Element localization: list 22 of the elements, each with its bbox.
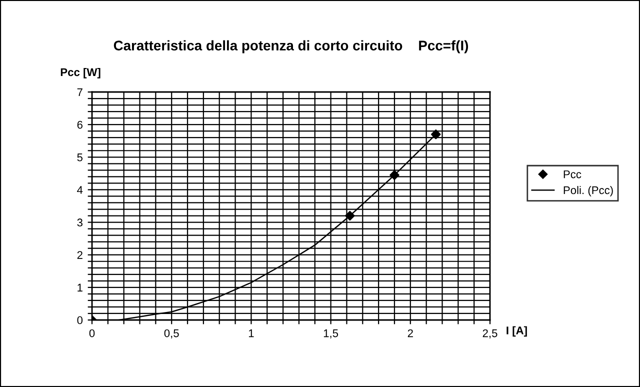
chart-title: Caratteristica della potenza di corto circuito Pcc=f(I)	[114, 40, 468, 54]
point	[390, 170, 400, 180]
legend-label: Poli. (Pcc)	[564, 186, 613, 196]
y-tick-label: 2	[77, 251, 82, 259]
y-tick-label: 5	[77, 154, 83, 162]
y-tick-label: 3	[77, 218, 82, 226]
y-tick-label: 1	[78, 284, 82, 292]
y-tick-label: 7	[77, 88, 82, 96]
point	[431, 129, 441, 140]
x-tick-label: 0	[89, 329, 95, 338]
x-tick-label: 1	[248, 329, 254, 338]
y-tick-label: 4	[77, 186, 83, 194]
legend-label: Pcc	[564, 170, 582, 178]
x-axis-title: I [A]	[506, 326, 527, 337]
x-tick-label: 1,5	[324, 329, 338, 338]
x-tick-label: 2	[408, 329, 413, 338]
x-tick-label: 0,5	[164, 329, 179, 338]
y-tick-label: 0	[77, 316, 83, 324]
x-tick-label: 2,5	[482, 329, 498, 338]
y-tick-label: 6	[77, 120, 82, 129]
y-axis-title: Pcc [W]	[60, 68, 100, 78]
point	[345, 210, 355, 221]
